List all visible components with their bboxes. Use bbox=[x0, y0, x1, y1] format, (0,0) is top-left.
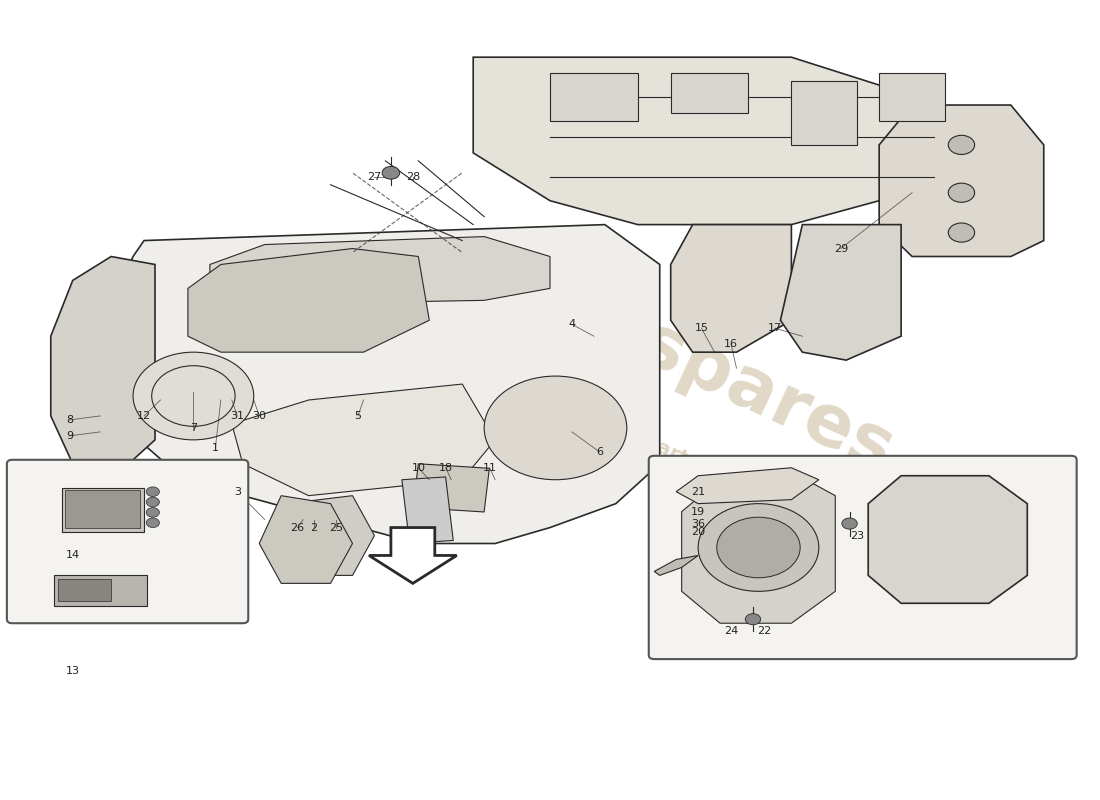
Text: 29: 29 bbox=[834, 243, 848, 254]
Bar bbox=[791, 81, 857, 145]
Text: 22: 22 bbox=[757, 626, 771, 636]
Text: 3: 3 bbox=[234, 486, 241, 497]
Polygon shape bbox=[682, 472, 835, 623]
FancyBboxPatch shape bbox=[649, 456, 1077, 659]
Text: 24: 24 bbox=[724, 626, 738, 636]
Text: 8: 8 bbox=[66, 415, 73, 425]
Text: 11: 11 bbox=[483, 462, 497, 473]
Bar bbox=[65, 490, 140, 528]
Text: 5: 5 bbox=[354, 411, 362, 421]
Text: 28: 28 bbox=[406, 172, 420, 182]
Bar bbox=[58, 578, 111, 601]
Polygon shape bbox=[780, 225, 901, 360]
Polygon shape bbox=[368, 527, 456, 583]
Text: 10: 10 bbox=[411, 462, 426, 473]
Text: 1: 1 bbox=[212, 443, 219, 453]
Polygon shape bbox=[51, 257, 155, 480]
Text: a passion for parts since 1985: a passion for parts since 1985 bbox=[506, 370, 814, 526]
Text: 7: 7 bbox=[190, 423, 197, 433]
Text: 2: 2 bbox=[310, 522, 318, 533]
Bar bbox=[62, 488, 144, 531]
Circle shape bbox=[146, 487, 160, 497]
Text: 20: 20 bbox=[691, 526, 705, 537]
Polygon shape bbox=[473, 57, 967, 225]
Circle shape bbox=[484, 376, 627, 480]
Text: Eurospares: Eurospares bbox=[460, 232, 903, 488]
Text: 30: 30 bbox=[252, 411, 266, 421]
Polygon shape bbox=[260, 496, 352, 583]
Circle shape bbox=[842, 518, 857, 529]
Bar bbox=[671, 73, 748, 113]
Circle shape bbox=[698, 504, 818, 591]
Text: 15: 15 bbox=[694, 323, 708, 334]
Text: 16: 16 bbox=[724, 339, 738, 349]
Circle shape bbox=[717, 517, 800, 578]
Circle shape bbox=[146, 508, 160, 517]
Bar bbox=[879, 73, 945, 121]
Circle shape bbox=[948, 183, 975, 202]
Circle shape bbox=[948, 135, 975, 154]
Circle shape bbox=[146, 518, 160, 527]
Polygon shape bbox=[232, 384, 495, 496]
Text: 9: 9 bbox=[66, 431, 73, 441]
Text: 19: 19 bbox=[691, 506, 705, 517]
Polygon shape bbox=[265, 496, 374, 575]
Text: 23: 23 bbox=[850, 530, 865, 541]
Text: 13: 13 bbox=[66, 666, 79, 676]
Bar bbox=[402, 477, 453, 543]
Text: 31: 31 bbox=[230, 411, 244, 421]
Circle shape bbox=[948, 223, 975, 242]
Text: 27: 27 bbox=[367, 172, 382, 182]
Text: 21: 21 bbox=[691, 486, 705, 497]
Polygon shape bbox=[100, 225, 660, 543]
Polygon shape bbox=[879, 105, 1044, 257]
Polygon shape bbox=[188, 249, 429, 352]
Text: 12: 12 bbox=[138, 411, 151, 421]
Polygon shape bbox=[671, 225, 791, 352]
Circle shape bbox=[382, 166, 399, 179]
FancyBboxPatch shape bbox=[7, 460, 249, 623]
Text: 36: 36 bbox=[691, 518, 705, 529]
Polygon shape bbox=[210, 237, 550, 304]
Text: 18: 18 bbox=[439, 462, 453, 473]
Circle shape bbox=[133, 352, 254, 440]
Text: 4: 4 bbox=[569, 319, 575, 330]
Text: 26: 26 bbox=[290, 522, 305, 533]
Text: 25: 25 bbox=[329, 522, 343, 533]
Circle shape bbox=[746, 614, 761, 625]
Text: 17: 17 bbox=[768, 323, 782, 334]
Polygon shape bbox=[654, 555, 698, 575]
Text: 6: 6 bbox=[596, 447, 603, 457]
Polygon shape bbox=[868, 476, 1027, 603]
Bar bbox=[550, 73, 638, 121]
Polygon shape bbox=[676, 468, 818, 504]
Bar bbox=[54, 575, 147, 606]
Circle shape bbox=[146, 498, 160, 507]
Bar bbox=[414, 464, 490, 512]
Text: 14: 14 bbox=[66, 550, 80, 561]
